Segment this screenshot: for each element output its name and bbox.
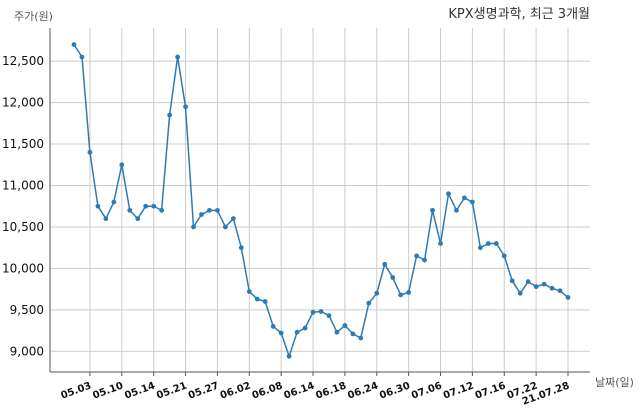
y-tick-label: 10,000 bbox=[2, 261, 44, 275]
data-point bbox=[302, 325, 308, 331]
data-point bbox=[254, 296, 260, 302]
data-point bbox=[565, 294, 571, 300]
data-point bbox=[103, 216, 109, 222]
data-point bbox=[79, 54, 85, 60]
y-tick-label: 12,000 bbox=[2, 96, 44, 110]
data-point bbox=[246, 289, 252, 294]
data-point bbox=[477, 245, 483, 251]
data-point bbox=[398, 292, 404, 298]
data-point bbox=[127, 207, 133, 213]
data-point bbox=[438, 241, 443, 246]
x-tick-label: 06.18 bbox=[314, 380, 348, 401]
data-point bbox=[549, 285, 555, 291]
x-tick-label: 05.27 bbox=[187, 380, 221, 401]
data-point bbox=[207, 207, 212, 213]
data-point bbox=[167, 112, 173, 118]
y-tick-label: 11,500 bbox=[2, 137, 44, 151]
x-tick-label: 06.02 bbox=[219, 380, 253, 401]
data-point bbox=[87, 149, 93, 155]
chart-title: KPX생명과학, 최근 3개월 bbox=[448, 7, 590, 22]
x-tick-label: 07.06 bbox=[410, 380, 444, 401]
data-point bbox=[222, 224, 228, 230]
data-point bbox=[135, 216, 141, 222]
y-tick-label: 10,500 bbox=[2, 220, 44, 234]
data-point bbox=[485, 241, 491, 246]
x-tick-label: 05.10 bbox=[91, 380, 125, 401]
data-point bbox=[509, 278, 515, 284]
x-tick-label: 05.14 bbox=[123, 380, 157, 401]
data-point bbox=[238, 245, 244, 251]
data-point bbox=[446, 191, 451, 197]
data-point bbox=[151, 203, 157, 209]
data-point bbox=[390, 275, 396, 280]
x-tick-label: 06.14 bbox=[283, 380, 317, 401]
data-point bbox=[501, 253, 507, 259]
data-point bbox=[111, 199, 117, 205]
y-tick-label: 9,500 bbox=[10, 303, 44, 317]
data-point bbox=[557, 288, 563, 294]
data-point bbox=[286, 353, 292, 359]
y-axis-label: 주가(원) bbox=[14, 10, 53, 23]
data-point bbox=[175, 54, 180, 60]
data-point bbox=[350, 331, 356, 337]
data-point bbox=[326, 313, 332, 319]
data-point bbox=[430, 207, 435, 213]
price-series bbox=[71, 42, 571, 359]
data-point bbox=[183, 104, 188, 110]
data-point bbox=[533, 284, 539, 290]
data-point bbox=[493, 241, 499, 246]
data-point bbox=[517, 290, 523, 296]
data-point bbox=[310, 309, 316, 315]
data-point bbox=[95, 203, 101, 209]
data-point bbox=[215, 207, 220, 213]
x-tick-label: 05.03 bbox=[59, 380, 93, 401]
data-point bbox=[342, 323, 348, 328]
data-point bbox=[358, 335, 364, 341]
data-point bbox=[270, 324, 276, 329]
data-point bbox=[366, 300, 372, 306]
data-point bbox=[406, 290, 412, 295]
data-point bbox=[71, 42, 77, 47]
data-point bbox=[374, 290, 380, 296]
x-tick-label: 06.24 bbox=[346, 380, 380, 401]
data-point bbox=[199, 212, 204, 217]
data-point bbox=[525, 279, 531, 285]
y-tick-labels: 9,000 9,500 10,000 10,500 11,000 11,500 12,000… bbox=[2, 54, 44, 358]
data-point bbox=[278, 330, 284, 336]
grid-lines bbox=[50, 28, 590, 372]
data-point bbox=[262, 299, 268, 304]
data-point bbox=[159, 207, 165, 213]
x-tick-label: 06.08 bbox=[251, 380, 285, 401]
data-point bbox=[334, 329, 340, 335]
data-point bbox=[541, 281, 547, 287]
data-point bbox=[294, 329, 300, 335]
x-tick-label: 05.21 bbox=[155, 380, 189, 401]
data-point bbox=[454, 207, 459, 213]
y-tick-label: 11,000 bbox=[2, 178, 44, 192]
data-point bbox=[414, 253, 420, 259]
data-point bbox=[462, 195, 467, 201]
data-point bbox=[318, 309, 324, 314]
x-tick-label: 07.12 bbox=[442, 380, 476, 401]
data-point bbox=[230, 216, 236, 222]
data-point bbox=[382, 261, 388, 267]
data-point bbox=[191, 224, 196, 230]
y-tick-label: 12,500 bbox=[2, 54, 44, 68]
x-tick-labels: 05.0305.1005.1405.2105.2706.0206.0806.14… bbox=[59, 380, 571, 407]
data-point bbox=[143, 203, 149, 209]
data-point bbox=[119, 162, 125, 168]
y-tick-label: 9,000 bbox=[10, 344, 44, 358]
data-point bbox=[422, 257, 427, 263]
axes bbox=[49, 28, 590, 376]
x-tick-label: 07.16 bbox=[474, 380, 508, 401]
x-axis-label: 날짜(일) bbox=[595, 375, 634, 389]
x-tick-label: 06.30 bbox=[378, 380, 412, 401]
data-point bbox=[469, 199, 475, 205]
